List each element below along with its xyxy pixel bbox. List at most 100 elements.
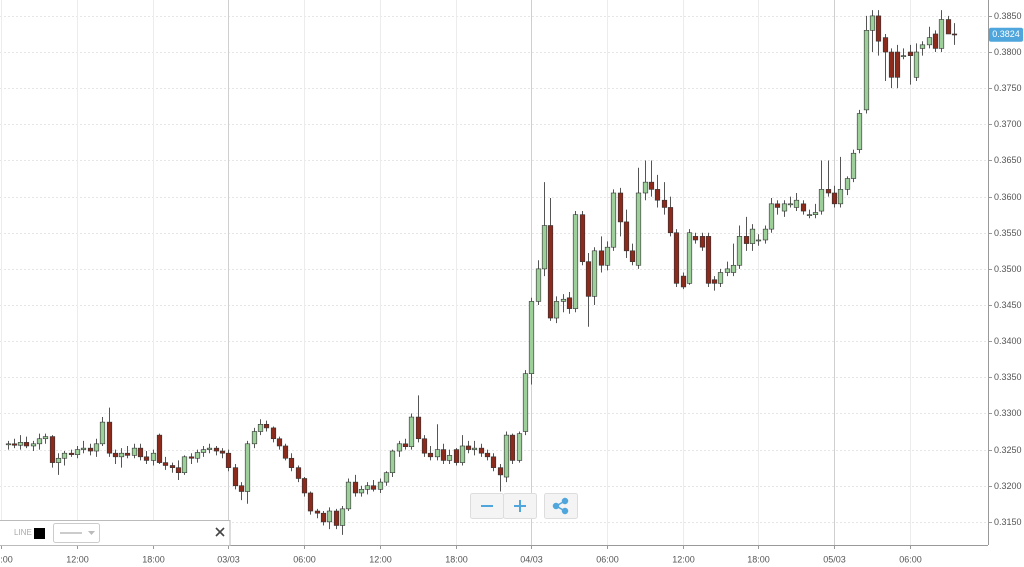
candle-body	[938, 19, 945, 49]
candle-body	[642, 181, 649, 194]
y-tick-label: 0.3150	[994, 517, 1022, 527]
candle-body	[907, 51, 914, 56]
candle-body	[213, 447, 220, 452]
x-tick-label: 12:00	[369, 554, 392, 564]
y-tick-label: 0.3400	[994, 336, 1022, 346]
candles	[5, 10, 958, 535]
candle-body	[80, 447, 87, 450]
candle-body	[831, 192, 838, 205]
candle-body	[667, 207, 674, 234]
candle-body	[623, 221, 630, 252]
axes: 0.3150 0.3200 0.3250 0.3300 0.3350 0.3400 0.34…	[0, 11, 1023, 564]
candle-body	[415, 416, 422, 440]
toolbar	[470, 493, 578, 519]
candle-body	[875, 15, 882, 42]
candle-body	[490, 456, 497, 468]
candle-body	[680, 275, 687, 288]
candle-body	[219, 450, 226, 454]
x-tick-label: 06:00	[0, 554, 13, 564]
candle-body	[471, 447, 478, 450]
candle-body	[11, 443, 18, 446]
candle-body	[288, 457, 295, 468]
candle-body	[408, 416, 415, 447]
candle-body	[604, 246, 611, 266]
candle-body	[402, 443, 409, 447]
candle-body	[345, 481, 352, 510]
candle-body	[705, 236, 712, 284]
candle-body	[730, 264, 737, 273]
candle-body	[850, 152, 857, 179]
candle-body	[869, 15, 876, 31]
candle-body	[699, 236, 706, 248]
y-tick-label: 0.3550	[994, 228, 1022, 238]
candle-body	[263, 423, 270, 429]
x-tick-label: 03/03	[217, 554, 240, 564]
candle-body	[837, 189, 844, 205]
candle-body	[793, 199, 800, 208]
candle-body	[112, 452, 119, 458]
candle-body	[421, 438, 428, 454]
candle-body	[724, 268, 731, 273]
candle-body	[932, 33, 939, 49]
y-tick-label: 0.3250	[994, 445, 1022, 455]
candle-body	[945, 19, 952, 35]
candle-body	[23, 442, 30, 447]
candle-body	[251, 431, 258, 445]
candle-body	[762, 228, 769, 241]
candle-body	[225, 452, 232, 468]
candle-body	[188, 456, 195, 459]
candle-body	[453, 449, 460, 463]
dropdown-arrow	[88, 531, 95, 535]
candle-body	[497, 467, 504, 476]
candle-body	[124, 452, 131, 456]
x-tick-label: 05/03	[823, 554, 846, 564]
x-tick-label: 06:00	[293, 554, 316, 564]
candle-body	[106, 421, 113, 454]
candle-body	[175, 467, 182, 474]
candle-body	[326, 510, 333, 523]
candle-body	[743, 236, 750, 244]
candle-body	[389, 450, 396, 474]
candle-body	[894, 51, 901, 78]
candle-body	[36, 438, 43, 445]
close-button[interactable]	[215, 527, 225, 537]
candle-body	[459, 445, 466, 463]
candle-body	[478, 447, 485, 454]
y-tick-label: 0.3700	[994, 119, 1022, 129]
candle-body	[169, 465, 176, 468]
color-swatch[interactable]	[34, 528, 45, 539]
candle-body	[629, 250, 636, 262]
candle-body	[888, 51, 895, 78]
candle-body	[900, 55, 907, 57]
y-tick-label: 0.3300	[994, 408, 1022, 418]
candle-body	[118, 452, 125, 458]
candle-body	[307, 492, 314, 512]
candle-body	[162, 462, 169, 466]
last-price-tag	[989, 27, 1023, 42]
candle-body	[516, 433, 523, 461]
line-tool-panel: LINE	[0, 520, 231, 546]
share-button[interactable]	[544, 493, 578, 519]
candle-body	[755, 239, 762, 242]
candle-body	[295, 467, 302, 479]
candle-body	[692, 236, 699, 241]
candle-body	[333, 510, 340, 526]
candle-body	[598, 250, 605, 266]
x-tick-label: 12:00	[672, 554, 695, 564]
candle-body	[522, 373, 529, 432]
candle-body	[30, 443, 37, 447]
candle-body	[194, 452, 201, 459]
candle-body	[352, 481, 359, 494]
candle-body	[535, 268, 542, 302]
candle-body	[610, 192, 617, 248]
candle-body	[547, 225, 554, 319]
x-tick-label: 06:00	[899, 554, 922, 564]
candle-body	[781, 203, 788, 212]
y-tick-label: 0.3200	[994, 481, 1022, 491]
x-tick-label: 12:00	[66, 554, 89, 564]
candle-body	[383, 472, 390, 483]
candle-body	[143, 456, 150, 461]
y-tick-label: 0.3500	[994, 264, 1022, 274]
candle-body	[282, 445, 289, 459]
